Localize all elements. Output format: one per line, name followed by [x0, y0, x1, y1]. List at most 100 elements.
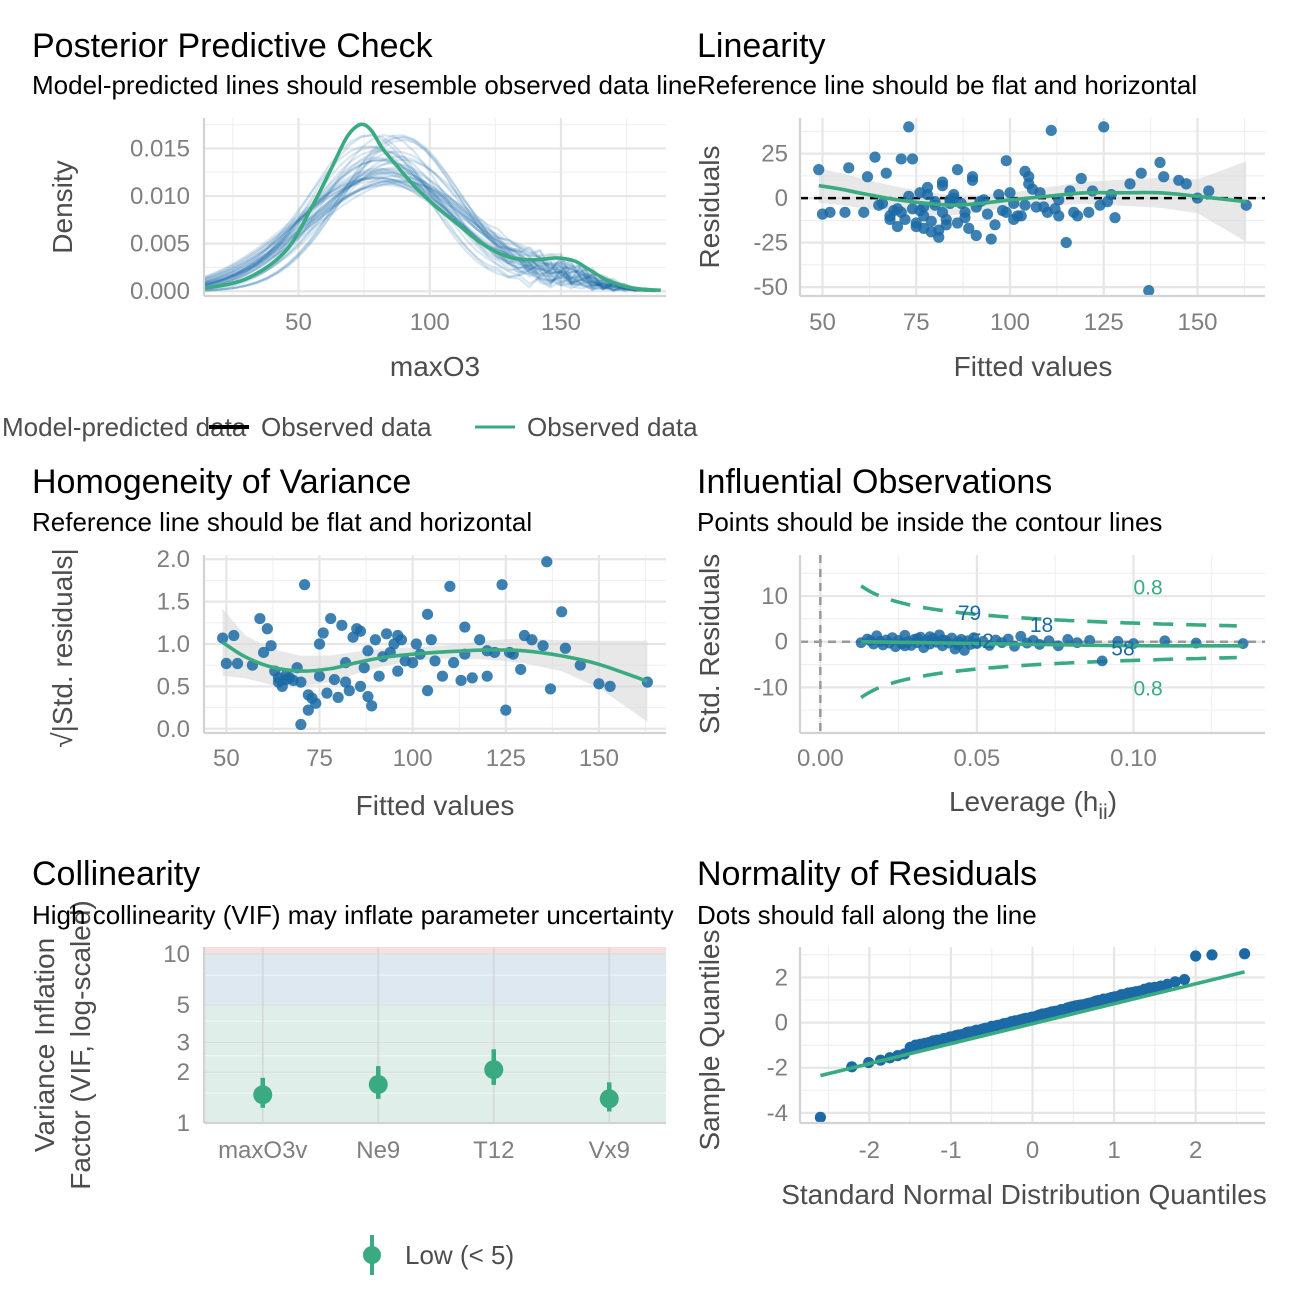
residual-point	[1180, 178, 1192, 190]
y-tick-label: 3	[177, 1029, 190, 1056]
residual-point	[1045, 124, 1057, 137]
quantile-point	[1206, 949, 1218, 961]
quantile-point	[814, 1111, 826, 1123]
y-axis-label: Residuals	[694, 146, 725, 269]
x-tick-label: 150	[1177, 309, 1217, 336]
x-tick-label: 0.05	[954, 745, 1001, 772]
y-tick-label: 5	[177, 992, 190, 1019]
predicted-density-line	[203, 156, 656, 293]
y-tick-label: -2	[767, 1055, 788, 1082]
std-residual-point	[459, 621, 471, 633]
plot-grid	[204, 947, 666, 1125]
residual-point	[880, 167, 892, 179]
std-residual-point	[310, 697, 322, 709]
y-tick-label: 0.5	[157, 673, 190, 700]
observation-point	[1015, 630, 1027, 642]
x-tick-label: 0.00	[797, 745, 844, 772]
y-axis-label: Density	[47, 160, 78, 253]
y-axis-label-line-1: Variance Inflation	[29, 938, 60, 1152]
residual-point	[1038, 201, 1050, 213]
x-tick-label: -2	[859, 1137, 880, 1164]
panel-influential-observations: Influential Observations Points should b…	[694, 463, 1265, 824]
std-residual-point	[448, 657, 460, 669]
plot-marks	[217, 556, 653, 731]
observation-point	[1084, 634, 1096, 646]
predicted-density-line	[203, 135, 656, 293]
plot-axes: 0.00 0.05 0.10 -10 0 10	[753, 555, 1265, 772]
residual-point	[959, 212, 971, 224]
x-axis-label-close: )	[1108, 786, 1117, 817]
x-tick-label: T12	[473, 1137, 514, 1164]
predicted-density-line	[203, 158, 656, 292]
residual-point	[869, 151, 881, 163]
std-residual-point	[556, 606, 568, 618]
std-residual-point	[481, 670, 493, 682]
std-residual-point	[541, 556, 553, 568]
x-tick-label: 125	[1084, 309, 1124, 336]
residual-point	[1075, 172, 1087, 185]
quantile-point	[1178, 973, 1191, 986]
legend-label-low: Low (< 5)	[405, 1240, 514, 1270]
std-residual-point	[313, 638, 326, 650]
residual-point	[1071, 210, 1084, 222]
std-residual-point	[544, 683, 557, 695]
x-tick-label: 100	[393, 745, 433, 772]
y-tick-label: -10	[753, 674, 788, 701]
predicted-density-line	[203, 150, 656, 293]
confidence-band	[222, 608, 648, 722]
x-axis-label: Leverage (hii)	[949, 786, 1117, 824]
std-residual-point	[593, 678, 605, 690]
residual-point	[876, 197, 889, 210]
y-axis-label-line-2: Factor (VIF, log-scaled)	[65, 900, 96, 1189]
observation-id-label: 79	[958, 602, 981, 625]
std-residual-point	[407, 657, 419, 669]
x-axis-label: Standard Normal Distribution Quantiles	[781, 1179, 1267, 1210]
residual-point	[970, 229, 982, 242]
predicted-density-line	[203, 155, 656, 293]
panel-title: Collinearity	[32, 855, 200, 893]
contour-label-lower: 0.8	[1133, 678, 1162, 701]
x-tick-label: 100	[990, 309, 1030, 336]
std-residual-point	[362, 645, 374, 657]
x-tick-label: 0	[1026, 1137, 1039, 1164]
quantile-point	[1169, 976, 1181, 988]
loess-line	[818, 183, 1247, 208]
x-tick-label: 1	[1107, 1137, 1120, 1164]
residual-point	[813, 164, 825, 176]
observation-point	[1159, 635, 1171, 647]
std-residual-point	[425, 634, 437, 646]
predicted-density-line	[203, 167, 656, 292]
residual-point	[1109, 212, 1121, 224]
std-residual-point	[343, 685, 355, 697]
residual-point	[963, 222, 975, 234]
y-axis-label: √|Std. residuals|	[47, 548, 78, 748]
y-tick-label: 0	[775, 629, 788, 656]
loess-line	[861, 639, 1244, 648]
std-residual-point	[220, 657, 232, 670]
y-tick-label: 1	[177, 1110, 190, 1137]
legend-label-observed-green: Observed data	[527, 412, 698, 442]
std-residual-point	[328, 674, 341, 686]
residual-point	[1098, 121, 1110, 133]
observed-density-line	[203, 122, 661, 293]
y-tick-label: -25	[753, 230, 788, 257]
residual-point	[1124, 178, 1136, 190]
residual-point	[1158, 171, 1170, 183]
residual-point	[925, 215, 937, 227]
cooks-contour-upper	[860, 584, 1237, 628]
std-residual-point	[302, 704, 314, 716]
panel-title: Normality of Residuals	[697, 855, 1037, 893]
residual-point	[1135, 167, 1147, 179]
residual-point	[903, 121, 915, 133]
vif-point	[599, 1089, 619, 1109]
std-residual-point	[258, 646, 270, 659]
panel-collinearity: Collinearity maxO3v Ne9 T12 Vx9 1 2 3 5 10 Varia…	[29, 855, 674, 1275]
y-tick-label: 2.0	[157, 546, 190, 573]
std-residual-point	[354, 680, 367, 692]
plot-marks: 79 18 52 58 0.8 0.8	[800, 555, 1265, 733]
plot-marks	[253, 1049, 619, 1112]
residual-point	[1053, 210, 1065, 222]
panel-subtitle: Model-predicted lines should resemble ob…	[32, 70, 697, 100]
y-tick-label: 10	[761, 583, 788, 610]
